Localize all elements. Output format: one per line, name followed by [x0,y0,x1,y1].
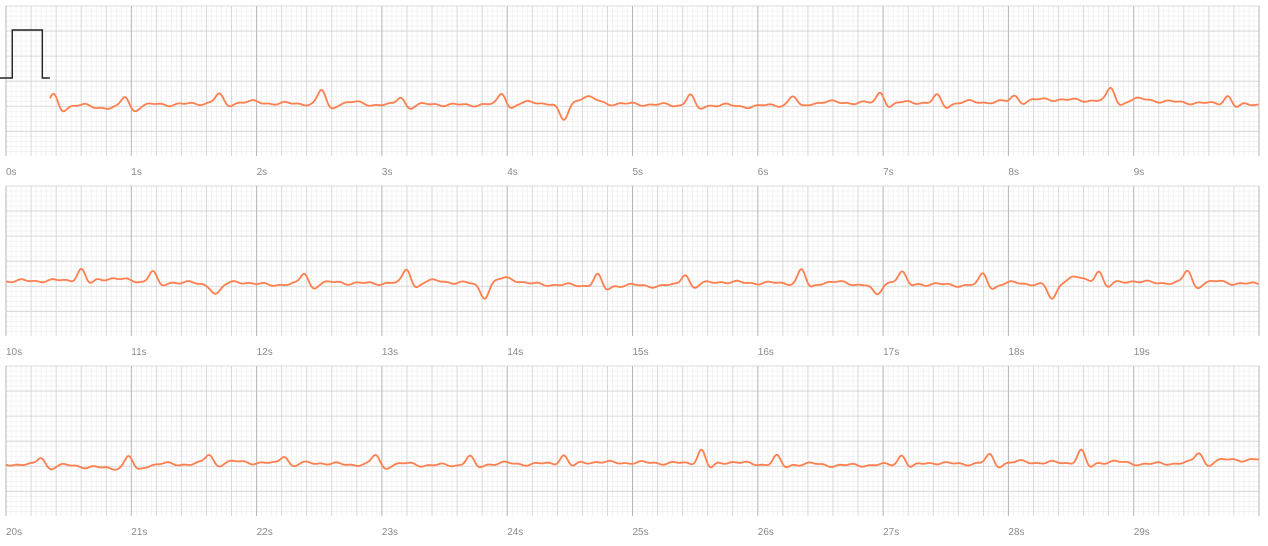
ecg-trace [5,267,1259,300]
ecg-trace [49,87,1259,121]
calibration-pulse [0,29,50,79]
x-tick-label: 19s [1134,347,1150,358]
ecg-row: 0s 1s 2s 3s 4s 5s 6s 7s 8s 9s [0,5,1260,178]
grid-second [5,186,1260,336]
x-tick-label: 18s [1008,347,1024,358]
x-tick-label: 9s [1134,167,1145,178]
x-tick-label: 27s [883,527,899,538]
grid [5,5,1260,156]
grid-second [5,6,1260,156]
x-tick-label: 15s [633,347,649,358]
grid [5,365,1260,516]
x-tick-label: 29s [1134,527,1150,538]
x-tick-label: 26s [758,527,774,538]
grid-second [5,366,1260,516]
x-tick-label: 11s [131,347,146,358]
x-tick-label: 20s [6,527,22,538]
x-tick-label: 4s [507,167,518,178]
x-tick-label: 7s [883,167,894,178]
x-tick-label: 13s [382,347,398,358]
ecg-trace [5,448,1260,471]
x-tick-label: 8s [1008,167,1019,178]
x-tick-label: 0s [6,167,17,178]
x-tick-label: 3s [382,167,393,178]
x-tick-label: 2s [257,167,268,178]
x-tick-label: 5s [633,167,644,178]
x-tick-label: 28s [1008,527,1024,538]
x-tick-label: 6s [758,167,769,178]
x-tick-label: 25s [633,527,649,538]
x-tick-label: 22s [257,527,273,538]
x-tick-label: 16s [758,347,774,358]
x-tick-label: 21s [131,527,147,538]
x-tick-label: 10s [6,347,22,358]
ecg-rows: 0s 1s 2s 3s 4s 5s 6s 7s 8s 9s 10s 11s 12s 13s 14s 15s 16… [0,5,1260,538]
grid [5,185,1260,336]
x-tick-label: 23s [382,527,398,538]
x-tick-label: 1s [131,167,142,178]
x-tick-label: 12s [257,347,273,358]
x-tick-label: 17s [883,347,899,358]
x-tick-label: 14s [507,347,523,358]
ecg-row: 10s 11s 12s 13s 14s 15s 16s 17s 18s 19s [5,185,1260,358]
ecg-row: 20s 21s 22s 23s 24s 25s 26s 27s 28s 29s [5,365,1260,538]
x-tick-label: 24s [507,527,523,538]
